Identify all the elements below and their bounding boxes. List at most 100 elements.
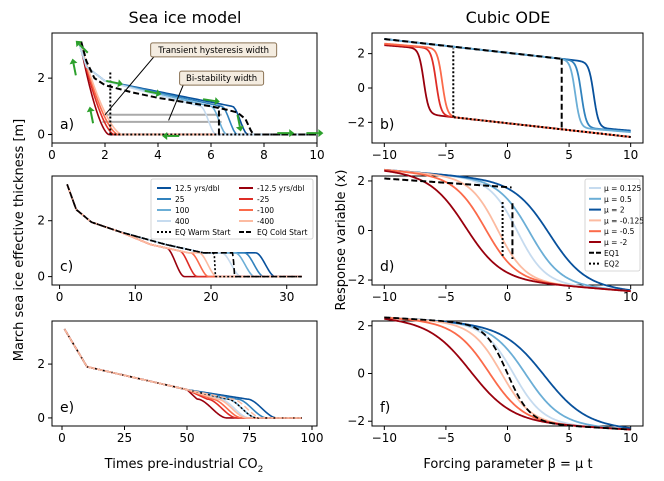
xtick-label-e: 25 <box>117 431 132 445</box>
ytick-label-d: 0 <box>357 224 365 238</box>
right-ylabel: Response variable (x) <box>334 170 349 311</box>
eq1-upper <box>384 177 512 189</box>
legend-label: μ = 0.125 <box>604 184 642 193</box>
ytick-label-e: 2 <box>37 357 45 371</box>
green-arrow-head <box>155 89 162 98</box>
legend-label: μ = 2 <box>604 206 625 215</box>
ice-forward-curve <box>63 328 302 419</box>
legend-label: 12.5 yrs/dbl <box>175 184 220 193</box>
left-xlabel: Times pre-industrial CO2 <box>104 457 264 475</box>
ytick-label-b: 2 <box>357 47 365 61</box>
legend-box <box>150 178 314 240</box>
axes-frame-a <box>51 32 318 144</box>
ytick-label-d: 2 <box>357 174 365 188</box>
annotation-text: Transient hysteresis width <box>157 46 269 56</box>
ytick-label-f: −2 <box>347 414 365 428</box>
legend-label: EQ2 <box>604 260 620 269</box>
legend-label: μ = -0.125 <box>604 216 644 225</box>
green-arrow-head <box>86 106 95 113</box>
ytick-label-b: −2 <box>347 115 365 129</box>
col-title-right: Cubic ODE <box>466 8 551 27</box>
legend-label: 100 <box>175 206 190 215</box>
annotation-box <box>179 70 265 86</box>
legend-label: 400 <box>175 217 190 226</box>
ice-backward-curve <box>63 328 302 419</box>
axes-frame-e <box>51 320 318 427</box>
xtick-label-a: 2 <box>101 148 109 162</box>
ice-forward-curve <box>63 328 302 419</box>
xtick-label-f: −5 <box>437 431 455 445</box>
xtick-label-a: 8 <box>260 148 268 162</box>
panel-c: 0 10 20 30 0 2 c) 12.5 yrs/dbl -12.5 yrs/dbl 25 -2… <box>37 175 318 304</box>
eq1-upper <box>384 38 561 60</box>
cubic-forward-curve <box>384 38 631 134</box>
ytick-label-b: 0 <box>357 81 365 95</box>
ytick-label-a: 2 <box>37 71 45 85</box>
ytick-label-e: 0 <box>37 411 45 425</box>
ytick-label-c: 0 <box>37 270 45 284</box>
xtick-label-c: 0 <box>56 290 64 304</box>
xtick-label-f: −10 <box>372 431 397 445</box>
panel-label-c: c) <box>60 259 73 275</box>
xtick-label-f: 10 <box>623 431 638 445</box>
xtick-label-d: 0 <box>504 290 512 304</box>
legend-label: -100 <box>257 206 274 215</box>
legend-box <box>584 178 641 272</box>
green-arrow-head <box>75 40 83 48</box>
eq-cold-curve <box>66 184 302 278</box>
xtick-label-b: 0 <box>504 148 512 162</box>
legend-label: -400 <box>257 217 274 226</box>
eq-warm-curve <box>63 328 302 419</box>
xtick-label-e: 75 <box>242 431 257 445</box>
ice-forward-curve <box>63 328 302 419</box>
xtick-label-e: 50 <box>179 431 194 445</box>
green-arrow-head <box>289 129 295 138</box>
annotation-text: Bi-stability width <box>186 74 257 84</box>
legend-label: μ = -2 <box>604 238 628 247</box>
eq-curve <box>384 316 631 431</box>
legend-label: -25 <box>257 195 269 204</box>
green-arrow-shaft <box>72 63 77 76</box>
green-arrow-shaft <box>236 114 241 127</box>
ice-backward-curve <box>63 328 302 419</box>
annotation-leader <box>104 55 156 116</box>
xtick-label-a: 6 <box>207 148 215 162</box>
legend-label: μ = 0.5 <box>604 195 632 204</box>
ytick-label-d: −2 <box>347 273 365 287</box>
eq2-lower <box>454 116 631 138</box>
green-arrow-shaft <box>144 89 157 95</box>
panel-b: −10 −5 0 5 10 −2 0 2 b) <box>347 32 644 162</box>
xtick-label-a: 10 <box>309 148 324 162</box>
panel-e: 0 25 50 75 100 0 2 e) <box>37 320 323 445</box>
xtick-label-d: 10 <box>623 290 638 304</box>
legend-label: μ = -0.5 <box>604 227 635 236</box>
xtick-label-f: 0 <box>504 431 512 445</box>
ice-backward-curve <box>63 328 302 419</box>
eq-cold-curve <box>63 328 302 419</box>
legend-label: -12.5 yrs/dbl <box>257 184 304 193</box>
legend-label: 25 <box>175 195 185 204</box>
panel-label-a: a) <box>60 117 74 133</box>
xtick-label-d: −10 <box>372 290 397 304</box>
xtick-label-e: 0 <box>58 431 66 445</box>
ice-forward-curve <box>63 328 302 419</box>
xtick-label-d: −5 <box>437 290 455 304</box>
ice-recovery-curve <box>79 41 317 136</box>
annotation-box <box>150 42 278 58</box>
axes-frame-c <box>51 175 318 286</box>
green-arrow-head <box>162 131 168 140</box>
green-arrow-shaft <box>89 111 95 124</box>
ytick-label-f: 2 <box>357 319 365 333</box>
xtick-label-a: 0 <box>48 148 56 162</box>
green-arrow-head <box>235 125 244 132</box>
right-xlabel: Forcing parameter β = μ t <box>423 457 592 472</box>
left-ylabel: March sea ice effective thickness [m] <box>12 119 27 362</box>
ice-backward-curve <box>63 328 302 419</box>
xtick-label-f: 5 <box>565 431 573 445</box>
green-arrow-head <box>214 97 220 106</box>
xtick-label-c: 10 <box>128 290 143 304</box>
xtick-label-b: 10 <box>623 148 638 162</box>
